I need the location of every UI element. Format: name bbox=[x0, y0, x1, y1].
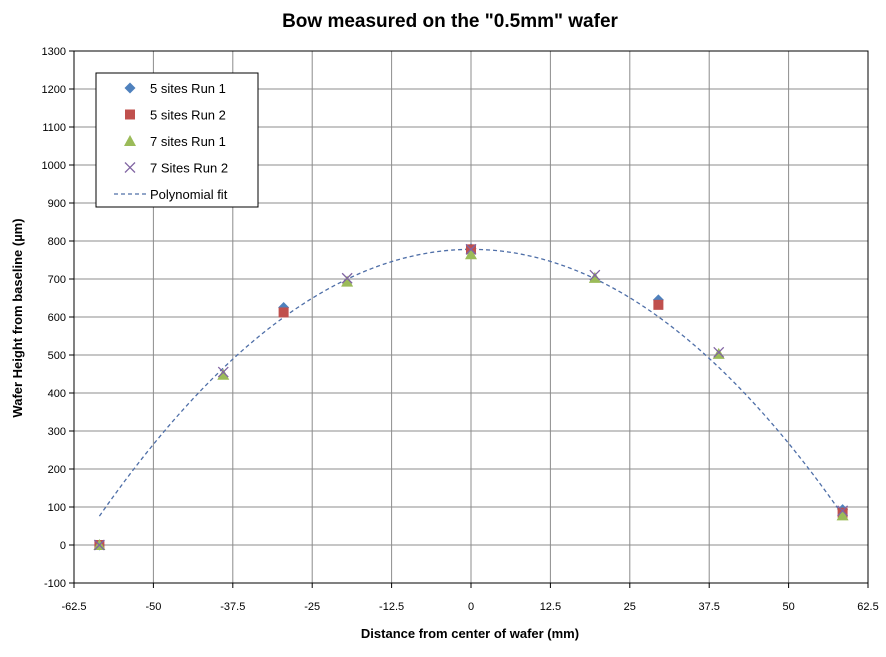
y-tick-label: 1200 bbox=[42, 84, 66, 96]
y-tick-label: 1100 bbox=[42, 122, 66, 134]
legend-label-4: 7 Sites Run 2 bbox=[150, 161, 228, 176]
y-tick-label: 1300 bbox=[42, 46, 66, 58]
x-tick-label: 25 bbox=[624, 601, 636, 613]
legend: 5 sites Run 1 5 sites Run 2 7 sites Run 1 7… bbox=[95, 72, 259, 208]
x-tick-label: 12.5 bbox=[540, 601, 561, 613]
y-tick-label: 1000 bbox=[42, 160, 66, 172]
x-tick-labels: -62.5 -50 -37.5 -25 -12.5 0 12.5 25 37.5 50 62.5 bbox=[61, 601, 878, 613]
point-series4 bbox=[837, 505, 849, 517]
x-tick-label: 0 bbox=[468, 601, 474, 613]
y-tick-label: 300 bbox=[48, 426, 66, 438]
y-axis-title: Wafer Height from baseline (µm) bbox=[10, 218, 25, 417]
x-tick-label: -12.5 bbox=[379, 601, 404, 613]
y-tick-label: 200 bbox=[48, 464, 66, 476]
y-tick-label: 600 bbox=[48, 312, 66, 324]
y-tick-labels: -100 0 100 200 300 400 500 600 700 800 900 1000 1100… bbox=[42, 46, 66, 590]
y-tick-label: 500 bbox=[48, 350, 66, 362]
point-series4 bbox=[217, 366, 229, 378]
y-tick-label: 400 bbox=[48, 388, 66, 400]
x-tick-label: -62.5 bbox=[61, 601, 86, 613]
y-tick-label: 0 bbox=[60, 540, 66, 552]
legend-label-fit: Polynomial fit bbox=[150, 187, 228, 202]
x-tick-label: -50 bbox=[145, 601, 161, 613]
point-series4 bbox=[465, 243, 477, 255]
point-series4 bbox=[713, 346, 725, 358]
point-series4-stroke bbox=[93, 539, 105, 551]
y-tick-label: 700 bbox=[48, 274, 66, 286]
legend-marker-4 bbox=[124, 162, 136, 173]
y-tick-label: 800 bbox=[48, 236, 66, 248]
point-series4 bbox=[93, 539, 105, 551]
chart-title: Bow measured on the "0.5mm" wafer bbox=[282, 11, 618, 32]
y-tick-label: 100 bbox=[48, 502, 66, 514]
legend-marker-4-stroke bbox=[124, 162, 136, 173]
x-tick-label: 62.5 bbox=[857, 601, 878, 613]
point-series4-stroke bbox=[217, 366, 229, 378]
plot-area-border bbox=[73, 50, 869, 584]
legend-label-2: 5 sites Run 2 bbox=[150, 108, 226, 123]
x-tick-label: 50 bbox=[782, 601, 794, 613]
point-series4-stroke bbox=[837, 505, 849, 517]
point-series4-stroke bbox=[465, 243, 477, 255]
x-tick-label: -25 bbox=[304, 601, 320, 613]
point-series4-stroke bbox=[713, 346, 725, 358]
point-series2 bbox=[278, 307, 289, 318]
legend-label-1: 5 sites Run 1 bbox=[150, 81, 226, 96]
legend-box bbox=[95, 72, 259, 208]
point-series3 bbox=[465, 248, 477, 260]
legend-marker-1 bbox=[124, 82, 136, 94]
point-series3 bbox=[588, 271, 601, 283]
x-tick-label: 37.5 bbox=[698, 601, 719, 613]
point-series2 bbox=[653, 299, 664, 310]
point-series4 bbox=[341, 272, 353, 284]
point-series3 bbox=[836, 509, 849, 521]
legend-label-3: 7 sites Run 1 bbox=[150, 134, 226, 149]
polynomial-fit-line bbox=[98, 248, 844, 517]
y-tick-label: 900 bbox=[48, 198, 66, 210]
point-series4-stroke bbox=[589, 269, 601, 281]
point-series4-stroke bbox=[341, 272, 353, 284]
x-axis-title: Distance from center of wafer (mm) bbox=[361, 626, 579, 641]
point-series3 bbox=[217, 368, 230, 380]
y-tick-label: -100 bbox=[44, 578, 66, 590]
legend-marker-3 bbox=[124, 135, 136, 146]
point-series4 bbox=[589, 269, 601, 281]
x-tick-label: -37.5 bbox=[220, 601, 245, 613]
data-markers bbox=[93, 243, 849, 551]
legend-marker-2 bbox=[125, 109, 135, 120]
point-series3 bbox=[341, 275, 354, 287]
